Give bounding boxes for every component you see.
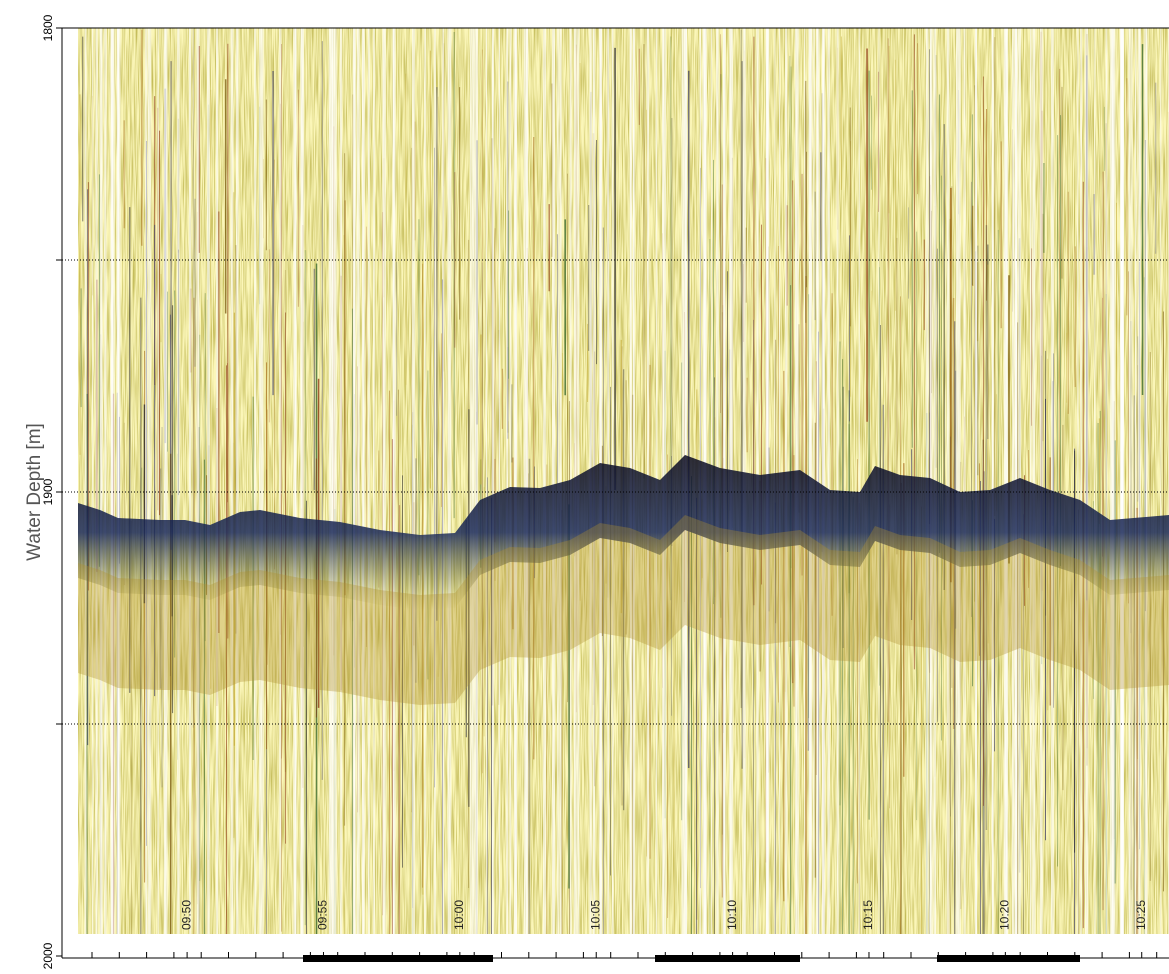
y-tick-label: 1800 — [41, 14, 55, 41]
time-bar — [655, 955, 800, 962]
x-tick-label: 09:50 — [179, 900, 193, 930]
time-bar — [937, 955, 1080, 962]
seafloor — [78, 455, 1169, 705]
x-tick-label: 10:15 — [861, 900, 875, 930]
sediment-echo — [78, 515, 1169, 705]
x-tick-label: 10:00 — [452, 900, 466, 930]
y-tick-label: 2000 — [41, 942, 55, 969]
time-bar — [303, 955, 493, 962]
x-tick-label: 10:20 — [998, 900, 1012, 930]
minor-ticks — [91, 952, 1158, 958]
y-axis-label: Water Depth [m] — [24, 423, 45, 561]
x-tick-label: 10:10 — [725, 900, 739, 930]
x-tick-label: 10:05 — [588, 900, 602, 930]
y-tick-label: 1900 — [41, 478, 55, 505]
x-tick-label: 09:55 — [316, 900, 330, 930]
seafloor-echo — [78, 455, 1169, 610]
x-tick-label: 10:25 — [1134, 900, 1148, 930]
